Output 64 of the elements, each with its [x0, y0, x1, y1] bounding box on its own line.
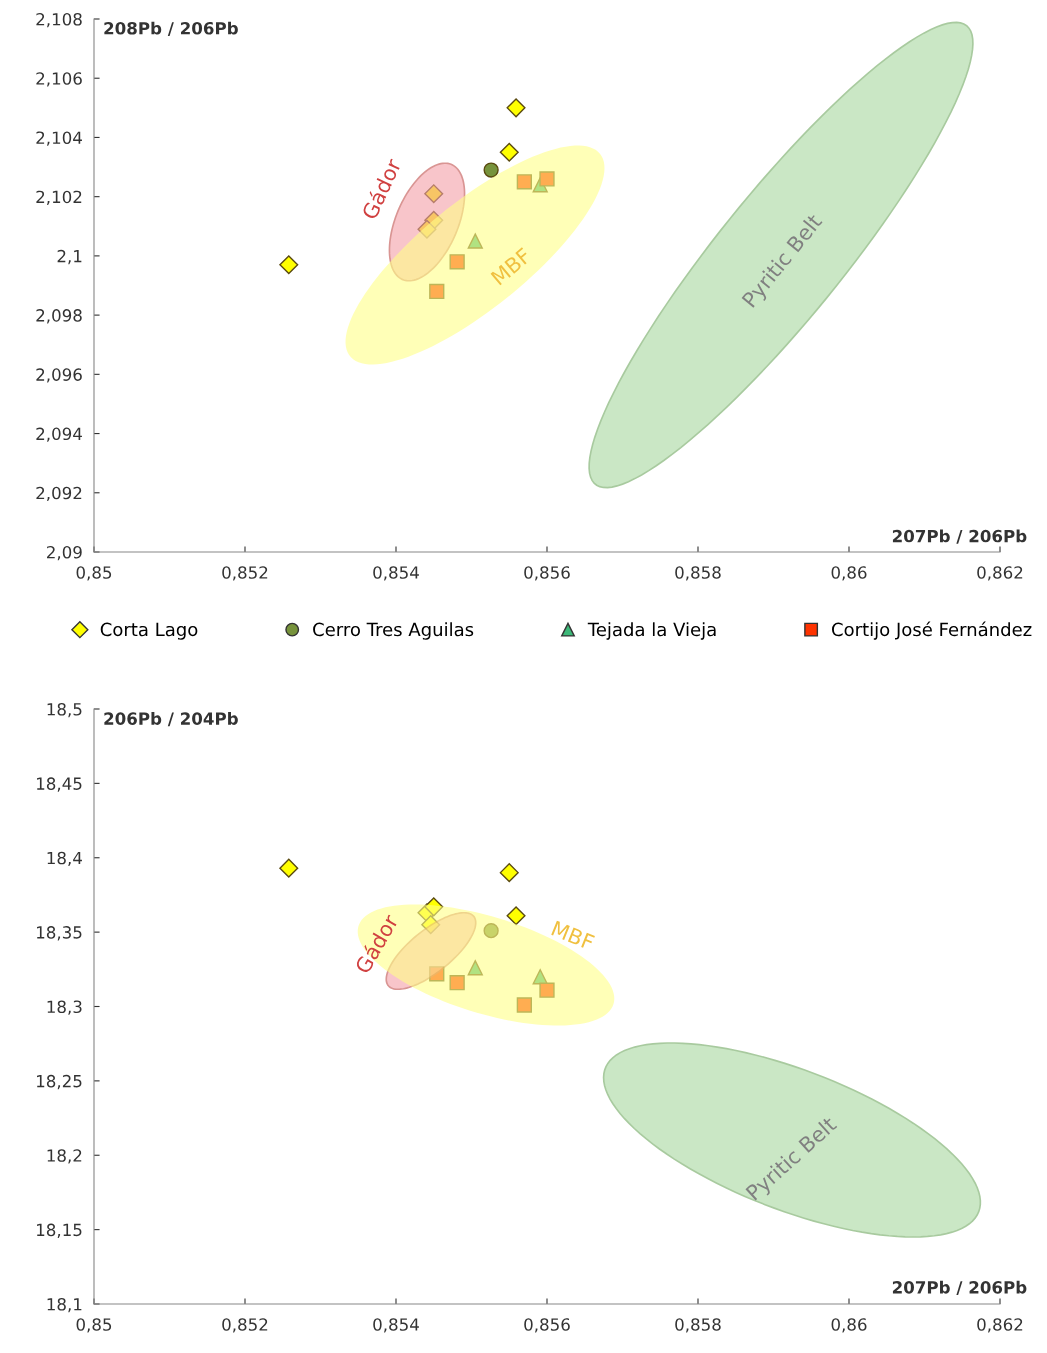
y-tick-label: 2,108 [36, 12, 82, 28]
point [516, 997, 532, 1013]
point [539, 982, 555, 998]
legend-label: Tejada la Vieja [587, 622, 716, 640]
point [429, 283, 445, 300]
y-tick-label: 18,3 [47, 1000, 82, 1015]
y-tick-label: 2,098 [36, 309, 82, 324]
x-tick-label: 0,852 [222, 1318, 268, 1333]
x-tick-label: 0,86 [831, 1318, 867, 1333]
y-tick-label: 2,1 [57, 249, 82, 265]
x-tick-label: 0,862 [977, 566, 1023, 581]
y-tick-label: 18,2 [47, 1149, 82, 1164]
y-tick-label: 2,106 [36, 72, 82, 87]
y-tick-label: 2,092 [36, 486, 82, 502]
legend-label: Corta Lago [100, 622, 198, 640]
legend-label: Cerro Tres Aguilas [313, 622, 474, 640]
y-tick-label: 18,45 [37, 777, 82, 792]
x-tick-label: 0,858 [675, 566, 721, 581]
annotation: MBF [551, 920, 595, 951]
x-tick-label: 0,852 [222, 566, 268, 581]
y-tick-label: 2,094 [36, 427, 82, 442]
point [279, 255, 299, 275]
y-tick-label: 2,104 [36, 131, 82, 146]
x-tick-label: 0,85 [76, 1318, 112, 1333]
y-tick-label: 2,096 [36, 368, 82, 383]
y-tick-label: 2,102 [36, 190, 82, 205]
point [449, 254, 465, 270]
point [506, 98, 526, 118]
point [424, 184, 444, 204]
x-tick-label: 0,854 [373, 1318, 419, 1333]
y-tick-label: 18,5 [47, 702, 82, 718]
x-tick-label: 0,856 [524, 1318, 570, 1333]
point [449, 975, 465, 991]
x-axis-title: 207Pb / 206Pb [892, 529, 1027, 544]
y-tick-label: 18,25 [37, 1074, 82, 1090]
y-tick-label: 18,15 [37, 1223, 82, 1238]
point [516, 174, 532, 190]
x-axis-title: 207Pb / 206Pb [892, 1280, 1027, 1295]
x-tick-label: 0,856 [524, 566, 570, 581]
point [467, 960, 483, 976]
x-tick-label: 0,85 [76, 566, 112, 581]
point [506, 906, 526, 926]
point [429, 966, 445, 982]
x-tick-label: 0,862 [977, 1318, 1023, 1333]
point [417, 219, 437, 239]
x-tick-label: 0,854 [373, 566, 419, 581]
point [483, 162, 499, 178]
point [421, 915, 441, 935]
x-tick-label: 0,858 [675, 1318, 721, 1333]
y-axis-title: 206Pb / 204Pb [104, 711, 238, 727]
point [279, 858, 299, 878]
y-tick-label: 18,4 [47, 851, 82, 867]
point [539, 171, 555, 187]
legend-label: Cortijo José Fernández [831, 621, 1032, 640]
point [499, 142, 519, 162]
x-tick-label: 0,86 [831, 566, 867, 581]
y-tick-label: 18,35 [37, 926, 82, 941]
point [499, 863, 519, 883]
y-tick-label: 2,09 [47, 545, 82, 561]
y-tick-label: 18,1 [47, 1297, 82, 1313]
y-axis-title: 208Pb / 206Pb [104, 21, 238, 36]
point [424, 897, 444, 917]
point [483, 922, 499, 939]
point [467, 233, 483, 249]
